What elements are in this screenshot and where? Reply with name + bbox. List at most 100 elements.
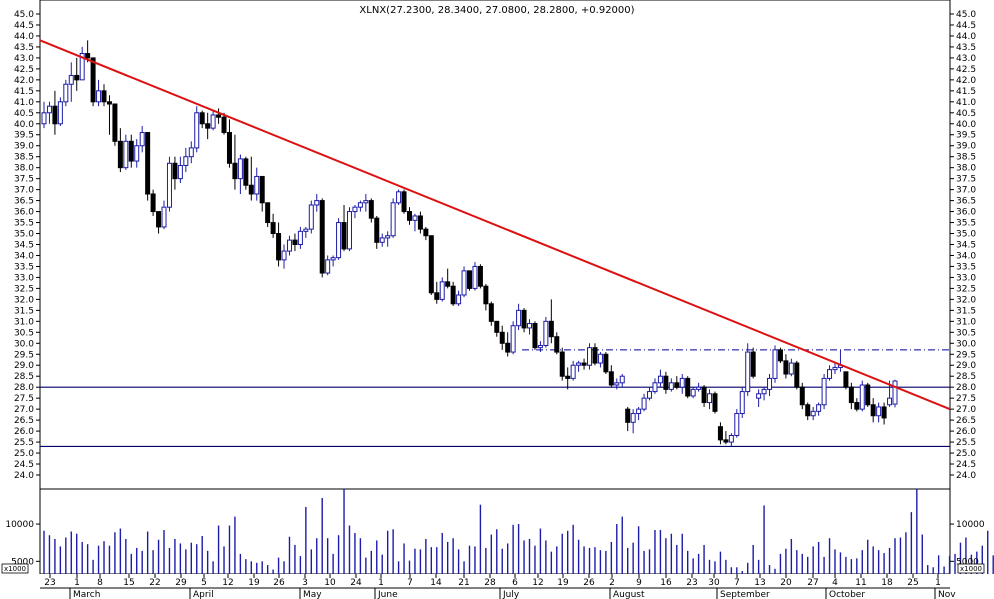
candle-up (788, 362, 794, 375)
candle-down (90, 57, 96, 103)
price-tick-label: 39.0 (14, 142, 34, 152)
volume-unit-label: x1000 (4, 565, 26, 573)
candle-up (696, 386, 702, 390)
candle-up (363, 200, 369, 204)
price-tick-label: 37.0 (956, 186, 976, 196)
candle-down (521, 309, 527, 329)
candle-down (117, 140, 123, 169)
price-tick-label: 44.5 (14, 21, 34, 31)
candle-up (166, 162, 172, 208)
price-tick-label: 40.5 (956, 109, 976, 119)
candle-down (805, 404, 811, 417)
candle-down (406, 211, 412, 221)
price-tick-label: 34.0 (14, 251, 34, 261)
price-tick-label: 45.0 (956, 10, 976, 20)
candle-down (603, 353, 609, 373)
date-tick-label: 8 (97, 578, 103, 588)
price-tick-label: 36.0 (956, 208, 976, 218)
candle-up (543, 320, 549, 346)
candle-up (772, 349, 778, 379)
candle-down (723, 439, 729, 443)
candle-up (576, 362, 582, 366)
candle-up (570, 364, 576, 379)
price-tick-label: 36.5 (14, 197, 34, 207)
price-tick-label: 44.0 (956, 32, 976, 42)
price-tick-label: 30.5 (956, 328, 976, 338)
candle-down (270, 222, 276, 235)
candle-up (734, 413, 740, 436)
candle-down (172, 162, 178, 180)
price-tick-label: 33.0 (14, 273, 34, 283)
candle-down (532, 323, 538, 349)
candle-up (254, 175, 260, 195)
candle-down (434, 292, 440, 300)
candle-up (887, 397, 893, 406)
date-tick-label: 28 (484, 578, 496, 588)
price-tick-label: 26.0 (956, 427, 976, 437)
candle-down (592, 347, 598, 364)
volume-unit-box (957, 563, 985, 574)
candle-down (712, 393, 718, 412)
price-tick-label: 40.5 (14, 109, 34, 119)
date-tick-label: 9 (636, 578, 642, 588)
candle-down (52, 105, 58, 125)
candle-up (41, 112, 47, 125)
price-tick-label: 40.0 (956, 120, 976, 130)
candle-up (876, 406, 882, 417)
price-tick-label: 39.0 (956, 142, 976, 152)
price-tick-label: 38.5 (14, 153, 34, 163)
date-tick-label: 26 (273, 578, 285, 588)
candle-down (106, 101, 112, 105)
candle-up (587, 347, 593, 366)
candle-up (139, 132, 145, 147)
time-axis-band (0, 574, 994, 599)
candle-down (101, 90, 107, 103)
date-tick-label: 5 (201, 578, 207, 588)
price-tick-label: 24.5 (14, 460, 34, 470)
candle-down (423, 228, 429, 237)
price-tick-label: 25.5 (956, 438, 976, 448)
date-tick-label: 18 (881, 578, 893, 588)
candle-down (794, 362, 800, 388)
candle-up (123, 140, 129, 169)
price-tick-label: 26.5 (14, 416, 34, 426)
candle-down (701, 386, 707, 404)
candle-up (516, 309, 522, 327)
candle-up (668, 382, 674, 390)
month-label: April (193, 590, 214, 599)
price-tick-label: 25.0 (14, 449, 34, 459)
price-tick-label: 27.5 (956, 394, 976, 404)
candle-down (417, 215, 423, 230)
price-tick-label: 31.5 (14, 306, 34, 316)
candle-up (352, 206, 358, 213)
candle-up (281, 250, 287, 261)
price-tick-label: 33.0 (956, 273, 976, 283)
price-tick-label: 43.0 (956, 54, 976, 64)
price-tick-label: 44.5 (956, 21, 976, 31)
candle-up (537, 344, 543, 349)
candle-down (499, 331, 505, 344)
downtrend-line (39, 39, 951, 411)
candle-down (150, 193, 156, 213)
candle-up (614, 382, 620, 386)
month-label: July (502, 590, 520, 599)
candle-down (783, 360, 789, 375)
candlesticks (41, 40, 898, 447)
price-tick-label: 41.5 (14, 87, 34, 97)
date-tick-label: 1 (935, 578, 941, 588)
price-tick-label: 29.5 (956, 350, 976, 360)
candle-down (467, 270, 472, 289)
candle-up (412, 215, 418, 221)
candle-down (488, 303, 494, 322)
month-label: Nov (938, 590, 956, 599)
date-tick-label: 26 (583, 578, 595, 588)
price-tick-label: 32.0 (956, 295, 976, 305)
volume-bars (43, 489, 994, 574)
price-tick-label: 42.5 (956, 65, 976, 75)
price-tick-label: 40.0 (14, 120, 34, 130)
price-tick-label: 45.0 (14, 10, 34, 20)
candle-up (827, 369, 833, 379)
candle-down (292, 239, 298, 246)
month-label: May (303, 590, 322, 599)
candle-down (777, 349, 783, 362)
